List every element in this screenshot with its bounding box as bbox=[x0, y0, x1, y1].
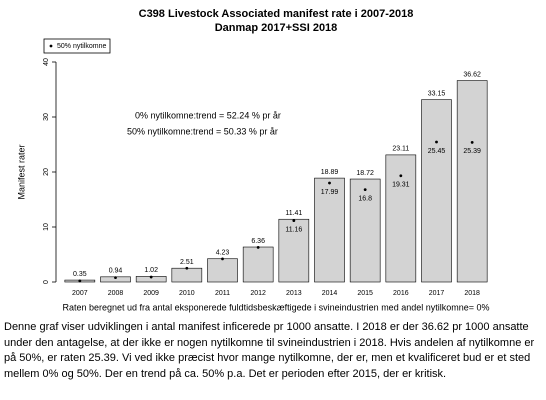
x-tick-label: 2011 bbox=[215, 290, 230, 297]
bar-label: 4.23 bbox=[216, 250, 230, 257]
x-tick-label: 2012 bbox=[250, 290, 266, 297]
bar-label: 18.72 bbox=[356, 170, 374, 177]
bar bbox=[349, 178, 381, 283]
point bbox=[363, 188, 367, 192]
chart-title: C398 Livestock Associated manifest rate … bbox=[139, 8, 414, 20]
point-label: 11.16 bbox=[285, 226, 302, 233]
x-axis-label: Raten beregnet ud fra antal eksponerede … bbox=[62, 302, 489, 312]
bar bbox=[421, 99, 452, 283]
bar bbox=[171, 267, 203, 283]
annotation: 50% nytilkomne:trend = 50.33 % pr år bbox=[127, 126, 278, 136]
x-tick-label: 2008 bbox=[108, 290, 124, 297]
bar-label: 0.35 bbox=[73, 271, 87, 278]
bar bbox=[242, 246, 274, 283]
bar bbox=[314, 177, 345, 283]
bar bbox=[456, 80, 488, 283]
y-tick-label: 10 bbox=[43, 223, 50, 231]
chart: C398 Livestock Associated manifest rate … bbox=[16, 8, 489, 312]
annotation: 0% nytilkomne:trend = 52.24 % pr år bbox=[135, 110, 281, 120]
y-tick-label: 0 bbox=[43, 280, 50, 284]
x-tick-label: 2013 bbox=[286, 290, 302, 297]
x-tick-label: 2016 bbox=[393, 290, 409, 297]
point-label: 16.8 bbox=[358, 195, 372, 202]
bar-label: 6.36 bbox=[251, 238, 265, 245]
bar bbox=[278, 218, 310, 283]
bar bbox=[385, 154, 417, 283]
bar-label: 1.02 bbox=[144, 267, 158, 274]
point-label: 17.99 bbox=[321, 189, 339, 196]
legend-label: 50% nytilkomne bbox=[57, 43, 107, 50]
x-tick-label: 2010 bbox=[179, 290, 195, 297]
point-label: 19.31 bbox=[392, 182, 410, 189]
bar-label: 0.94 bbox=[109, 268, 123, 275]
point bbox=[114, 276, 117, 279]
bar-label: 23.11 bbox=[392, 146, 409, 153]
point bbox=[185, 266, 189, 270]
y-tick-label: 20 bbox=[43, 168, 50, 176]
point bbox=[256, 245, 260, 249]
bar-label: 18.89 bbox=[321, 169, 339, 176]
x-tick-label: 2014 bbox=[322, 290, 338, 297]
y-tick-label: 30 bbox=[43, 113, 50, 121]
point bbox=[399, 174, 403, 178]
y-axis-label: Manifest rater bbox=[16, 144, 26, 199]
point bbox=[149, 275, 153, 279]
point bbox=[292, 219, 296, 223]
point-label: 25.39 bbox=[463, 148, 481, 155]
x-tick-label: 2018 bbox=[464, 290, 480, 297]
x-tick-label: 2017 bbox=[429, 290, 445, 297]
paragraph: Denne graf viser udviklingen i antal man… bbox=[4, 321, 535, 380]
bar bbox=[207, 258, 238, 283]
legend-marker bbox=[49, 44, 53, 48]
legend-box bbox=[43, 38, 111, 54]
x-tick-label: 2007 bbox=[72, 290, 88, 297]
chart-subtitle: Danmap 2017+SSI 2018 bbox=[215, 22, 338, 34]
point bbox=[328, 181, 331, 185]
bar-label: 33.15 bbox=[428, 91, 446, 98]
bar-label: 11.41 bbox=[285, 210, 302, 217]
x-tick-label: 2009 bbox=[143, 290, 159, 297]
y-tick-label: 40 bbox=[43, 58, 50, 66]
x-tick-label: 2015 bbox=[357, 290, 373, 297]
bar-label: 36.62 bbox=[463, 71, 481, 78]
point bbox=[78, 279, 82, 283]
point bbox=[435, 140, 438, 144]
point bbox=[470, 140, 474, 144]
bar-label: 2.51 bbox=[180, 259, 194, 266]
point-label: 25.45 bbox=[428, 148, 446, 155]
point bbox=[221, 257, 224, 261]
